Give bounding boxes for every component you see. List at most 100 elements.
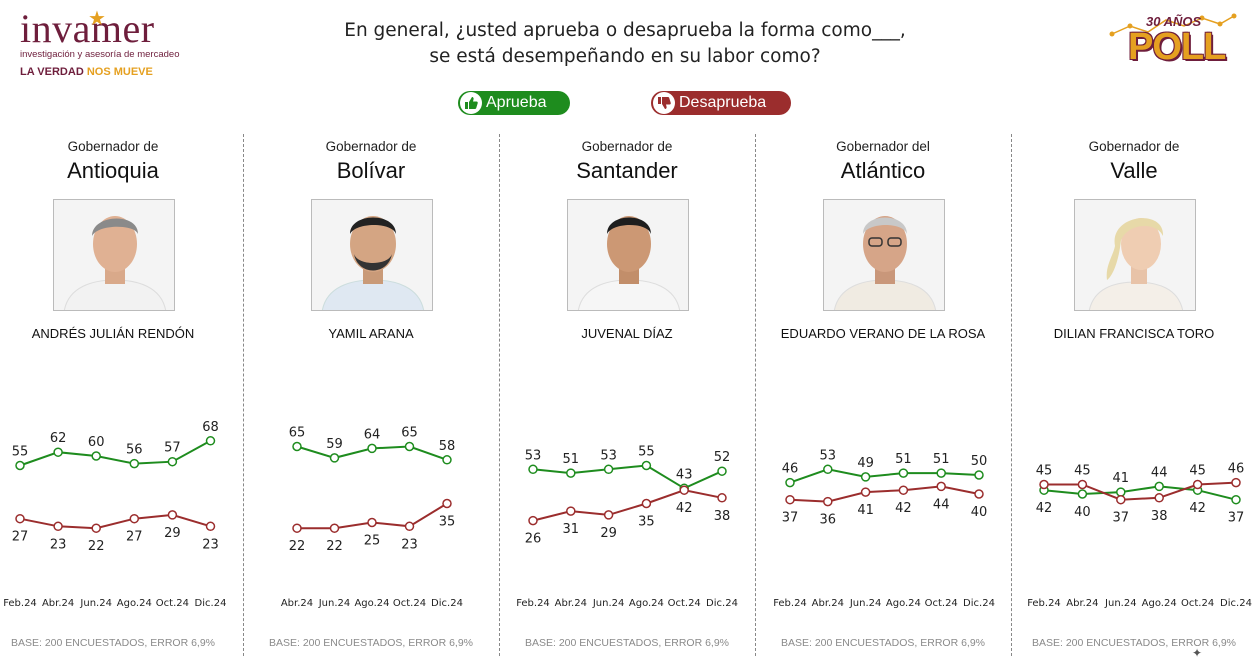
x-tick-label: Dic.24 (963, 598, 995, 609)
approve-data-label: 44 (1151, 465, 1168, 480)
disapprove-point (528, 515, 538, 526)
governor-name: EDUARDO VERANO DE LA ROSA (780, 326, 986, 341)
x-tick-label: Abr.24 (42, 598, 74, 609)
x-tick-label: Jun.24 (79, 598, 112, 609)
approve-data-label: 62 (50, 431, 67, 446)
invamer-logo: invamer ★ investigación y asesoría de me… (20, 6, 180, 78)
disapprove-point (1192, 479, 1203, 490)
x-tick-label: Jun.24 (592, 598, 625, 609)
base-note: BASE: 200 ENCUESTADOS, ERROR 6,9% (268, 637, 474, 649)
disapprove-point (404, 521, 415, 532)
x-tick-label: Jun.24 (849, 598, 882, 609)
disapprove-series-line (1044, 481, 1237, 501)
x-tick-label: Abr.24 (281, 598, 313, 609)
disapprove-data-label: 22 (326, 539, 343, 554)
approve-point (603, 464, 614, 475)
disapprove-point (1039, 479, 1049, 490)
approve-point (292, 441, 302, 452)
approve-point (367, 443, 377, 454)
legend-disapprove: Desaprueba (651, 91, 791, 115)
x-tick-label: Abr.24 (555, 598, 587, 609)
disapprove-data-label: 44 (933, 497, 950, 512)
disapprove-point (717, 493, 727, 503)
approve-data-label: 43 (676, 467, 693, 482)
x-tick-label: Oct.24 (156, 598, 189, 609)
disapprove-data-label: 23 (401, 537, 418, 552)
approve-series-line (19, 439, 211, 467)
disapprove-data-label: 23 (202, 537, 219, 552)
disapprove-data-label: 37 (1113, 511, 1130, 526)
governor-photo (823, 199, 945, 311)
brand-name: invamer (20, 6, 155, 51)
disapprove-data-label: 29 (600, 526, 617, 541)
disapprove-point (603, 510, 614, 520)
approve-point (15, 460, 25, 471)
disapprove-series-line (532, 489, 723, 522)
approve-point (974, 470, 984, 480)
disapprove-data-label: 42 (895, 501, 912, 516)
base-note: BASE: 200 ENCUESTADOS, ERROR 6,9% (524, 637, 730, 649)
approve-data-label: 53 (525, 448, 542, 463)
legend-approve: Aprueba (458, 91, 570, 115)
disapprove-data-label: 31 (563, 522, 580, 537)
disapprove-point (167, 510, 178, 520)
x-tick-label: Feb.24 (773, 598, 807, 609)
disapprove-point (91, 523, 101, 533)
approve-point (404, 441, 415, 452)
approve-data-label: 65 (401, 426, 418, 441)
approve-point (898, 468, 909, 478)
governor-name: YAMIL ARANA (328, 326, 414, 341)
approve-data-label: 37 (1228, 511, 1245, 526)
disapprove-point (205, 521, 216, 532)
approve-data-label: 42 (1189, 501, 1206, 516)
approve-data-label: 57 (164, 441, 181, 456)
legend-approve-label: Aprueba (486, 94, 547, 111)
approve-point (205, 436, 216, 446)
disapprove-data-label: 38 (714, 509, 731, 524)
x-tick-label: Ago.24 (117, 598, 152, 609)
tagline-part1: LA VERDAD (20, 66, 84, 78)
disapprove-point (15, 513, 25, 524)
approve-point (329, 453, 340, 463)
x-tick-label: Ago.24 (354, 598, 389, 609)
x-tick-label: Oct.24 (925, 598, 958, 609)
approve-point (528, 464, 538, 475)
disapprove-point (442, 498, 452, 509)
approve-series-line (1043, 485, 1237, 501)
disapprove-point (1231, 477, 1241, 488)
disapprove-data-label: 37 (782, 511, 799, 526)
disapprove-series-line (789, 485, 980, 503)
approve-point (1231, 494, 1241, 505)
tagline-part2: NOS MUEVE (86, 66, 153, 78)
poll-badge: 30 AÑOS POLL (1108, 12, 1238, 68)
survey-question: En general, ¿usted aprueba o desaprueba … (290, 18, 960, 70)
governor-photo (1074, 199, 1196, 311)
approve-point (53, 447, 63, 457)
x-tick-label: Dic.24 (706, 598, 738, 609)
approve-point (566, 468, 576, 478)
x-tick-label: Jun.24 (1104, 598, 1137, 609)
disapprove-data-label: 42 (676, 501, 693, 516)
approve-data-label: 58 (439, 439, 456, 454)
panel-divider (1011, 134, 1012, 656)
thumbs-down-icon (653, 92, 675, 114)
disapprove-point (679, 485, 689, 495)
disapprove-data-label: 35 (439, 515, 456, 530)
badge-word: POLL (1128, 26, 1226, 68)
governor-region: Atlántico (840, 158, 926, 183)
approve-point (1154, 481, 1164, 492)
governor-title: Gobernador del (836, 139, 930, 154)
approve-data-label: 64 (364, 427, 381, 442)
approve-series-line (789, 468, 980, 484)
governor-name: ANDRÉS JULIÁN RENDÓN (31, 326, 195, 341)
approve-data-label: 51 (933, 452, 950, 467)
disapprove-data-label: 27 (12, 530, 29, 545)
approve-data-label: 40 (1074, 505, 1091, 520)
approve-data-label: 52 (714, 450, 731, 465)
x-tick-label: Dic.24 (431, 598, 463, 609)
disapprove-data-label: 38 (1151, 509, 1168, 524)
disapprove-data-label: 29 (164, 526, 181, 541)
disapprove-data-label: 22 (289, 539, 306, 554)
disapprove-data-label: 40 (971, 505, 988, 520)
